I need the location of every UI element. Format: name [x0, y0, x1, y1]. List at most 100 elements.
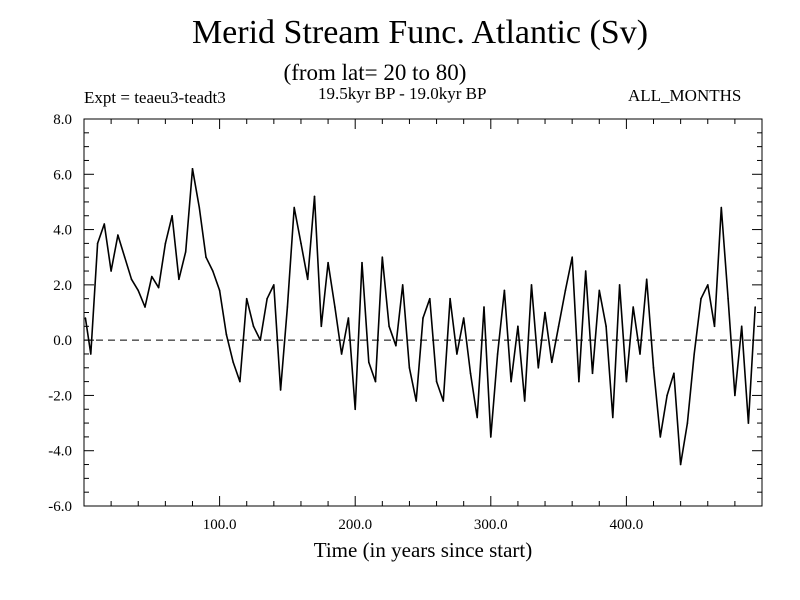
data-point [578, 380, 580, 383]
data-point [178, 278, 180, 281]
data-point [720, 206, 723, 209]
data-point [368, 361, 370, 364]
data-point [313, 195, 316, 198]
data-point [164, 242, 167, 245]
data-point [266, 297, 268, 300]
data-point [517, 325, 519, 328]
data-point [571, 256, 573, 259]
data-point [557, 325, 560, 328]
data-point [530, 284, 533, 286]
data-point [374, 380, 377, 383]
data-point [747, 422, 750, 424]
x-tick-label: 300.0 [474, 517, 508, 533]
data-point [740, 325, 743, 328]
data-point [327, 261, 329, 264]
data-point [334, 306, 336, 308]
data-point [591, 372, 594, 375]
period-label: 19.5kyr BP - 19.0kyr BP [318, 84, 487, 103]
data-point [151, 275, 153, 278]
data-point [442, 400, 445, 402]
chart-title: Merid Stream Func. Atlantic (Sv) [191, 14, 649, 51]
data-point [415, 400, 418, 402]
y-tick-label: -4.0 [48, 444, 72, 460]
data-point [510, 380, 512, 383]
y-tick-label: -6.0 [48, 499, 72, 515]
data-point [279, 389, 282, 391]
data-point [686, 422, 689, 424]
data-point [503, 289, 506, 292]
data-point [110, 270, 112, 272]
data-point [496, 353, 499, 355]
data-point [476, 416, 479, 419]
y-tick-label: -2.0 [48, 388, 72, 404]
data-point [306, 278, 309, 281]
experiment-label: Expt = teaeu3-teadt3 [84, 88, 226, 107]
plot-frame [83, 118, 763, 507]
y-tick-label: 8.0 [53, 112, 72, 128]
x-tick-label: 100.0 [203, 517, 237, 533]
data-point [273, 284, 275, 286]
data-point [191, 168, 194, 170]
data-point [673, 372, 675, 375]
data-point [381, 256, 384, 259]
data-point [388, 325, 390, 328]
data-point [395, 344, 397, 347]
data-point [123, 256, 126, 259]
y-tick-label: 0.0 [53, 333, 72, 349]
data-point [198, 206, 201, 209]
data-point [693, 353, 695, 355]
data-point [205, 256, 207, 259]
data-point [259, 339, 262, 341]
data-point [483, 306, 485, 308]
data-point [490, 436, 492, 438]
data-point [456, 353, 458, 355]
data-point [361, 261, 363, 264]
months-label: ALL_MONTHS [628, 86, 742, 105]
data-point [727, 297, 729, 300]
y-tick-label: 6.0 [53, 167, 72, 183]
chart-subtitle: (from lat= 20 to 80) [283, 60, 467, 85]
data-point [218, 289, 221, 292]
data-point [252, 325, 255, 328]
data-point [652, 367, 655, 369]
x-axis-label: Time (in years since start) [313, 538, 533, 562]
data-point [435, 380, 438, 383]
data-point [137, 289, 139, 292]
data-point [612, 416, 614, 419]
data-point [340, 353, 343, 355]
data-point [286, 306, 289, 308]
y-tick-label: 4.0 [53, 223, 72, 239]
data-point [564, 289, 567, 292]
data-point [700, 297, 702, 300]
data-point [239, 380, 241, 383]
data-point [90, 353, 92, 355]
data-point [537, 367, 540, 369]
data-point [734, 394, 736, 397]
data-point [184, 250, 187, 253]
data-point [632, 306, 634, 308]
data-point [130, 278, 133, 281]
data-point [157, 286, 160, 289]
data-point [212, 270, 214, 272]
data-point [245, 297, 248, 300]
data-point [293, 206, 296, 209]
data-point [659, 436, 662, 438]
data-point [103, 223, 106, 225]
data-point [551, 361, 553, 364]
data-point [544, 311, 546, 314]
data-point [713, 325, 716, 328]
data-point [605, 325, 607, 328]
data-point [645, 278, 648, 281]
data-point [225, 333, 228, 336]
data-point [144, 306, 146, 308]
data-point [347, 317, 350, 319]
x-tick-label: 400.0 [610, 517, 644, 533]
data-point [300, 242, 302, 245]
data-point [639, 353, 641, 355]
y-tick-label: 2.0 [53, 278, 72, 294]
data-point [584, 270, 587, 272]
data-point [232, 361, 234, 364]
data-point [598, 289, 601, 292]
data-point [96, 242, 99, 245]
